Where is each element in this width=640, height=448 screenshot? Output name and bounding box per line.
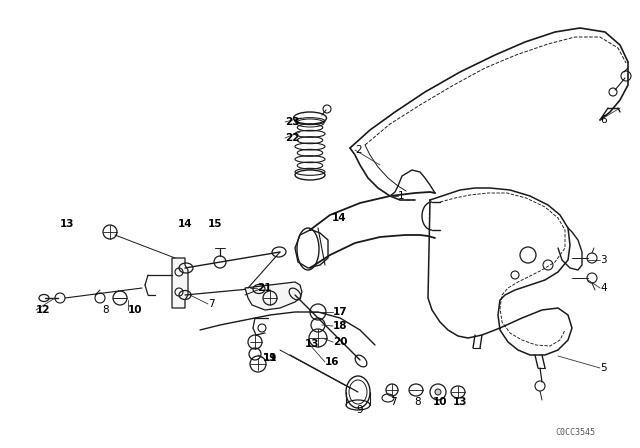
Text: 14: 14 [178, 219, 193, 229]
Text: 4: 4 [600, 283, 607, 293]
Text: C0CC3545: C0CC3545 [555, 427, 595, 436]
Circle shape [435, 389, 441, 395]
Text: 1: 1 [398, 191, 404, 201]
Text: 3: 3 [600, 255, 607, 265]
Text: 10: 10 [128, 305, 143, 315]
Text: 6: 6 [600, 115, 607, 125]
Text: 17: 17 [333, 307, 348, 317]
Text: 18: 18 [333, 321, 348, 331]
Text: 7: 7 [208, 299, 214, 309]
Text: 5: 5 [600, 363, 607, 373]
Text: 14: 14 [332, 213, 347, 223]
Polygon shape [172, 258, 188, 308]
Text: 9: 9 [356, 405, 364, 415]
Text: 23: 23 [285, 117, 300, 127]
Text: 11: 11 [263, 353, 278, 363]
Text: 21: 21 [257, 283, 271, 293]
Text: 22: 22 [285, 133, 300, 143]
Text: 13: 13 [305, 339, 319, 349]
Text: 2: 2 [355, 145, 362, 155]
Text: 13: 13 [452, 397, 467, 407]
Text: 19: 19 [263, 353, 277, 363]
Text: 12: 12 [36, 305, 51, 315]
Text: 16: 16 [325, 357, 339, 367]
Text: 13: 13 [60, 219, 74, 229]
Text: 7: 7 [390, 397, 396, 407]
Text: 8: 8 [102, 305, 109, 315]
Text: 8: 8 [415, 397, 421, 407]
Text: 15: 15 [208, 219, 223, 229]
Text: 10: 10 [433, 397, 447, 407]
Text: 20: 20 [333, 337, 348, 347]
Polygon shape [245, 282, 302, 310]
